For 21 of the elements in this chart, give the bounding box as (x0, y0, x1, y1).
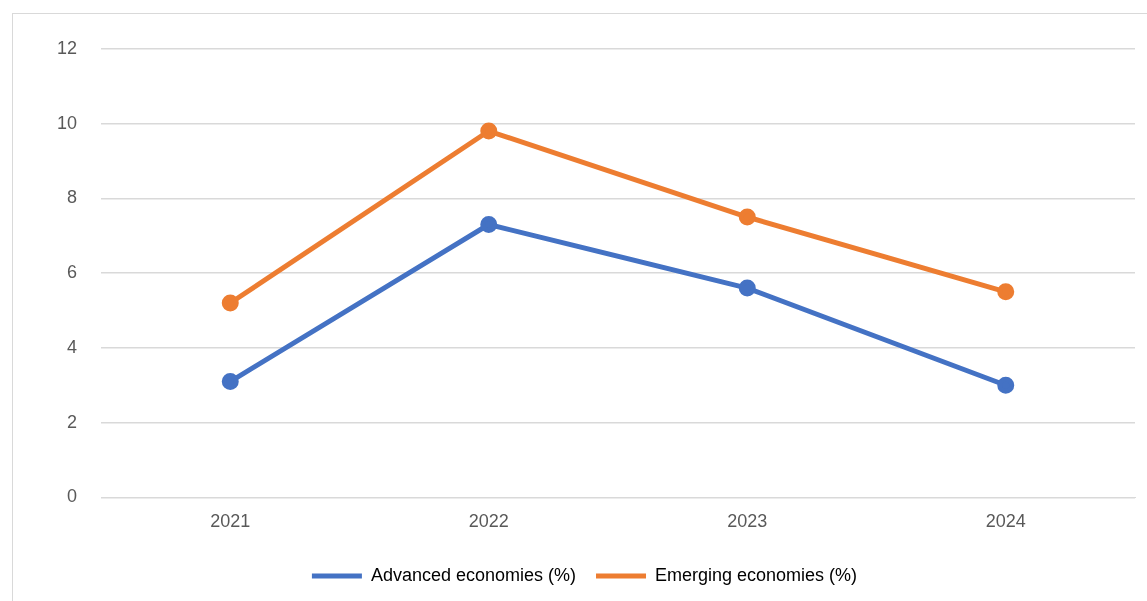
point (997, 376, 1015, 394)
point (221, 373, 239, 391)
y-tick-label: 0 (67, 486, 78, 507)
point (480, 122, 498, 140)
y-tick-label: 4 (67, 336, 78, 357)
y-tick-label: 10 (56, 112, 78, 133)
point (221, 294, 239, 312)
point (738, 208, 756, 226)
legend-label: Emerging economies (%) (655, 564, 858, 585)
y-tick-label: 6 (67, 262, 78, 283)
y-tick-label: 12 (56, 37, 78, 58)
point (738, 279, 756, 297)
x-tick-label: 2024 (985, 511, 1026, 532)
y-tick-label: 2 (67, 411, 78, 432)
x-tick-label: 2021 (210, 511, 251, 532)
x-tick-label: 2022 (468, 511, 509, 532)
point (997, 283, 1015, 301)
y-tick-label: 8 (67, 187, 78, 208)
point (480, 216, 498, 233)
legend-label: Advanced economies (%) (370, 564, 577, 585)
x-tick-label: 2023 (727, 511, 768, 532)
